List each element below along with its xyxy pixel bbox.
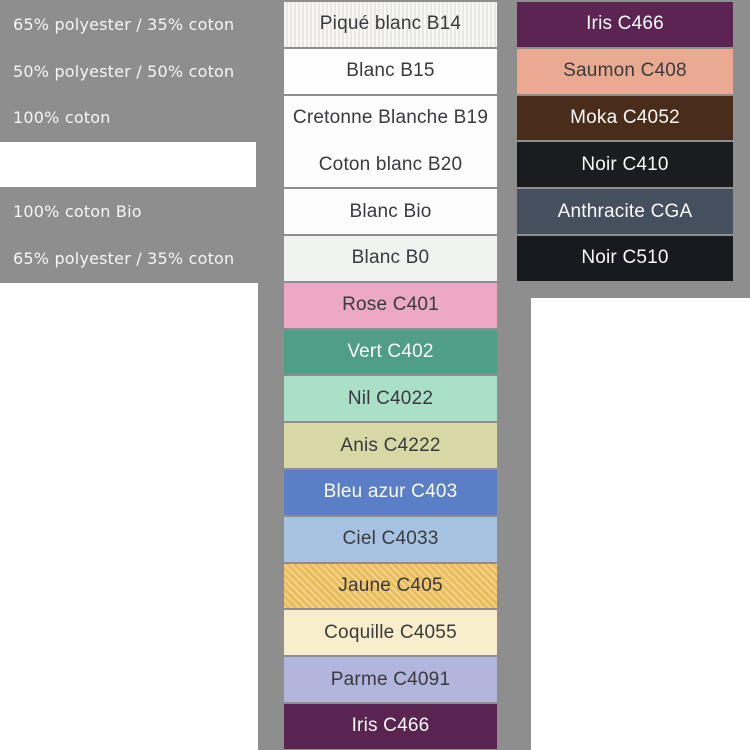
swatch-label-noir-c410: Noir C410 — [581, 153, 669, 175]
swatch-anthracite-cga: Anthracite CGA — [517, 189, 733, 234]
swatch-label-iris-c466: Iris C466 — [351, 715, 430, 737]
left-composition-panel: 65% polyester / 35% coton 50% polyester /… — [0, 0, 258, 283]
swatch-nil-c4022: Nil C4022 — [284, 376, 497, 422]
swatch-rose-c401: Rose C401 — [284, 282, 497, 328]
swatch-vert-c402: Vert C402 — [284, 329, 497, 375]
swatch-label-blanc-bio: Blanc Bio — [349, 200, 432, 222]
swatch-label-iris-c466: Iris C466 — [586, 13, 664, 35]
swatch-label-cretonne-blanche-b19: Cretonne Blanche B19 — [292, 106, 489, 128]
swatch-label-saumon-c408: Saumon C408 — [563, 60, 687, 82]
swatch-label-anis-c4222: Anis C4222 — [340, 434, 441, 456]
swatch-piqu-blanc-b14: Piqué blanc B14 — [284, 2, 497, 47]
composition-label-50-polyester-50-coton: 50% polyester / 50% coton — [13, 61, 235, 81]
white-divider-band — [0, 142, 256, 187]
swatch-jaune-c405: Jaune C405 — [284, 563, 497, 609]
swatch-ciel-c4033: Ciel C4033 — [284, 516, 497, 562]
composition-label-100-coton-bio: 100% coton Bio — [13, 202, 142, 222]
swatch-label-moka-c4052: Moka C4052 — [570, 106, 680, 128]
swatch-moka-c4052: Moka C4052 — [517, 95, 733, 141]
swatch-noir-c410: Noir C410 — [517, 142, 733, 188]
swatch-parme-c4091: Parme C4091 — [284, 657, 497, 702]
swatch-label-nil-c4022: Nil C4022 — [347, 387, 434, 409]
swatch-label-ciel-c4033: Ciel C4033 — [342, 528, 439, 550]
swatch-coquille-c4055: Coquille C4055 — [284, 610, 497, 656]
swatch-blanc-bio: Blanc Bio — [284, 189, 497, 234]
composition-label-65-polyester-35-coton: 65% polyester / 35% coton — [13, 248, 235, 268]
swatch-saumon-c408: Saumon C408 — [517, 48, 733, 94]
swatch-label-parme-c4091: Parme C4091 — [330, 668, 451, 690]
swatch-iris-c466: Iris C466 — [284, 703, 497, 749]
middle-swatch-column: Piqué blanc B14 Blanc B15 Cretonne Blanche… — [284, 2, 497, 749]
swatch-blanc-b0: Blanc B0 — [284, 235, 497, 281]
swatch-label-blanc-b0: Blanc B0 — [351, 247, 430, 269]
swatch-anis-c4222: Anis C4222 — [284, 423, 497, 468]
right-swatch-column: Iris C466 Saumon C408 Moka C4052 Noir C410 A… — [517, 2, 733, 281]
composition-label-65-polyester-35-coton: 65% polyester / 35% coton — [13, 14, 235, 34]
swatch-blanc-b15: Blanc B15 — [284, 48, 497, 94]
swatch-label-coton-blanc-b20: Coton blanc B20 — [318, 153, 463, 175]
swatch-label-vert-c402: Vert C402 — [347, 340, 434, 362]
swatch-label-piqu-blanc-b14: Piqué blanc B14 — [319, 13, 462, 35]
swatch-label-blanc-b15: Blanc B15 — [346, 60, 435, 82]
swatch-label-rose-c401: Rose C401 — [342, 294, 439, 316]
swatch-label-jaune-c405: Jaune C405 — [338, 574, 443, 596]
swatch-iris-c466: Iris C466 — [517, 2, 733, 47]
composition-label-100-coton: 100% coton — [13, 108, 111, 128]
swatch-bleu-azur-c403: Bleu azur C403 — [284, 469, 497, 515]
swatch-noir-c510: Noir C510 — [517, 235, 733, 281]
swatch-cretonne-blanche-b19-coton-blanc-b20: Cretonne Blanche B19 Coton blanc B20 — [284, 95, 497, 188]
swatch-label-coquille-c4055: Coquille C4055 — [324, 621, 457, 643]
swatch-label-anthracite-cga: Anthracite CGA — [557, 200, 693, 222]
swatch-label-noir-c510: Noir C510 — [581, 247, 669, 269]
swatch-label-bleu-azur-c403: Bleu azur C403 — [323, 481, 458, 503]
